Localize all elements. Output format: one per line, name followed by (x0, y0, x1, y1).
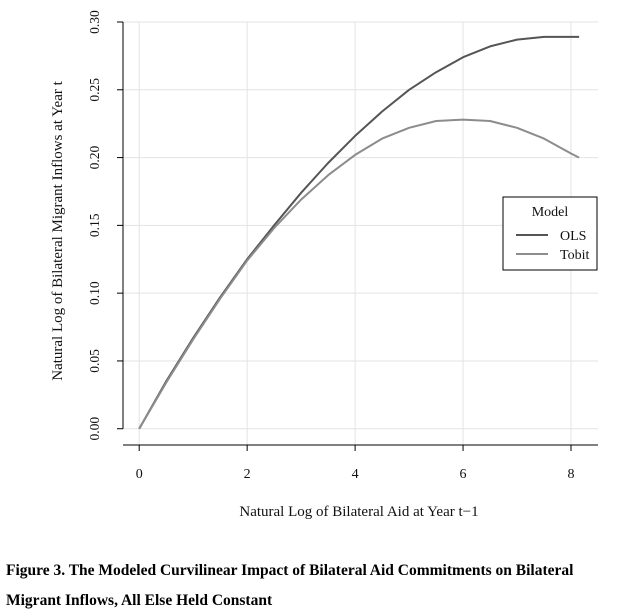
x-tick-label: 8 (568, 467, 575, 482)
y-tick-label: 0.30 (87, 10, 102, 34)
x-tick-label: 6 (460, 467, 467, 482)
legend: Model OLS Tobit (502, 196, 598, 271)
series-line-tobit (138, 118, 580, 430)
y-tick-label: 0.05 (87, 349, 102, 373)
legend-box (502, 196, 598, 271)
x-tick-label: 0 (136, 467, 143, 482)
legend-label-ols: OLS (560, 229, 586, 244)
x-tick-label: 2 (244, 467, 251, 482)
y-tick-label: 0.00 (87, 417, 102, 441)
legend-title: Model (532, 205, 569, 220)
grid (123, 21, 598, 445)
y-tick-label: 0.25 (87, 78, 102, 102)
caption-line-2: Migrant Inflows, All Else Held Constant (6, 592, 273, 609)
caption-line-1: Figure 3. The Modeled Curvilinear Impact… (6, 562, 574, 579)
x-tick-label: 4 (352, 467, 359, 482)
series-lines (138, 35, 580, 430)
y-tick-label: 0.20 (87, 146, 102, 170)
y-tick-label: 0.10 (87, 281, 102, 305)
legend-label-tobit: Tobit (560, 248, 589, 263)
x-axis-label: Natural Log of Bilateral Aid at Year t−1 (239, 504, 478, 520)
chart: 0.00 0.05 0.10 0.15 0.20 0.25 0.30 0 2 4 6 8 Natura… (50, 10, 598, 520)
figure-caption: Figure 3. The Modeled Curvilinear Impact… (6, 556, 616, 616)
y-axis-label: Natural Log of Bilateral Migrant Inflows… (50, 80, 66, 380)
y-tick-label: 0.15 (87, 213, 102, 237)
axes: 0.00 0.05 0.10 0.15 0.20 0.25 0.30 0 2 4 6 8 (87, 10, 598, 482)
